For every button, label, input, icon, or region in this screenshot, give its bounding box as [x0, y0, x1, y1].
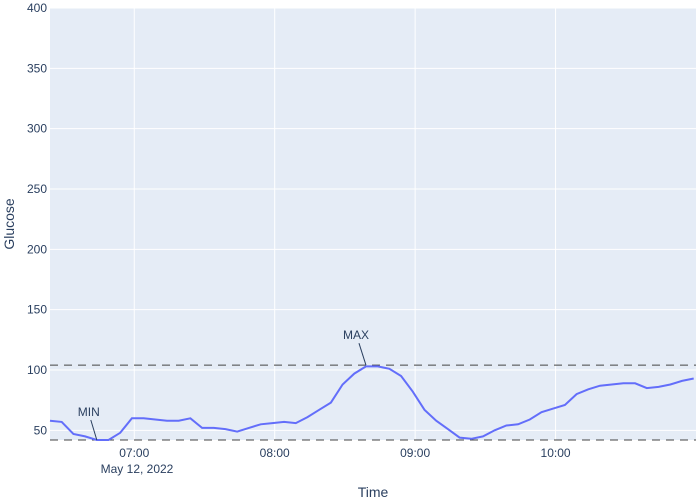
- y-tick-label: 150: [27, 303, 47, 317]
- x-date-label: May 12, 2022: [101, 462, 174, 476]
- annotation-max: MAX: [343, 328, 369, 342]
- x-tick-label: 10:00: [541, 446, 571, 460]
- y-gridlines: [50, 7, 696, 431]
- x-axis-title: Time: [358, 484, 389, 500]
- x-gridlines: [133, 8, 557, 440]
- annotation-arrow-max: [358, 343, 367, 366]
- annotations: MAX MIN: [78, 328, 369, 441]
- y-tick-label: 400: [27, 1, 47, 15]
- x-tick-label: 09:00: [400, 446, 430, 460]
- plot-background: [50, 8, 696, 440]
- annotation-min: MIN: [78, 405, 100, 419]
- y-tick-labels: 50 100 150 200 250 300 350 400: [27, 1, 47, 437]
- x-tick-labels: 07:00 08:00 09:00 10:00: [119, 446, 571, 460]
- reference-lines: [50, 364, 696, 441]
- y-tick-label: 250: [27, 182, 47, 196]
- x-tick-label: 08:00: [260, 446, 290, 460]
- glucose-series-line: [49, 365, 694, 441]
- y-tick-label: 50: [34, 423, 48, 437]
- y-tick-label: 100: [27, 363, 47, 377]
- y-axis-title: Glucose: [1, 198, 17, 250]
- y-tick-label: 350: [27, 61, 47, 75]
- y-tick-label: 200: [27, 242, 47, 256]
- annotation-arrow-min: [90, 419, 98, 441]
- y-tick-label: 300: [27, 122, 47, 136]
- x-tick-label: 07:00: [119, 446, 149, 460]
